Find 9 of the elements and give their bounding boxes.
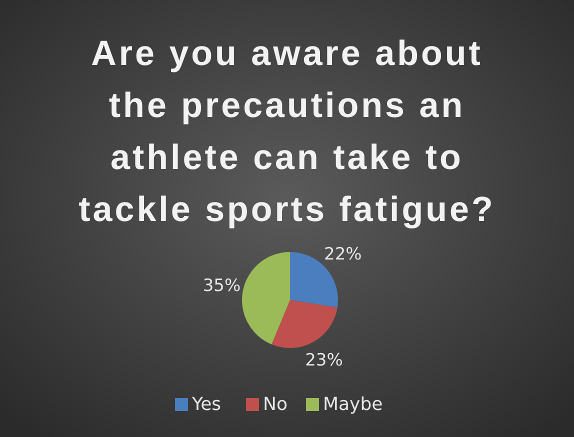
- pie-slice: [242, 252, 290, 344]
- legend-label: Yes: [191, 394, 222, 415]
- data-label: 22%: [324, 244, 362, 264]
- data-label: 35%: [202, 276, 241, 296]
- data-label: 23%: [305, 350, 343, 370]
- legend-label: No: [263, 394, 288, 415]
- chart-title: Are you aware about the precautions an athlete can take to tackle sports fatigue?: [78, 34, 496, 229]
- pie-slice: [272, 300, 338, 348]
- legend-label: Maybe: [323, 394, 383, 415]
